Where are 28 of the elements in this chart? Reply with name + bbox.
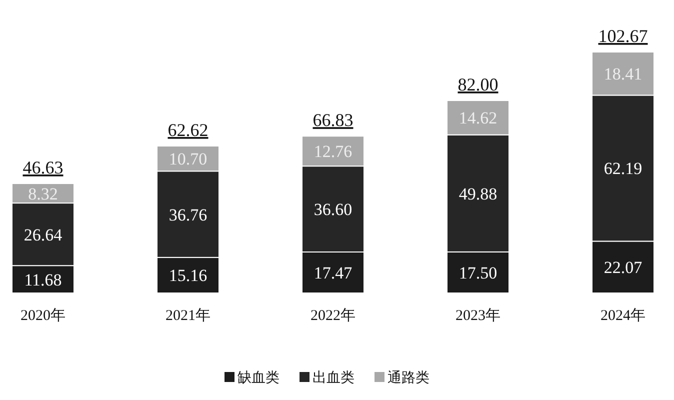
x-tick-label: 2021年 [166,307,210,324]
data-label: 17.50 [458,263,498,282]
data-label: 36.60 [314,200,352,220]
data-label: 17.47 [314,263,353,282]
data-label: 8.32 [28,184,58,204]
data-label: 14.62 [458,108,498,128]
total-label: 46.63 [22,158,64,178]
data-label: 36.76 [168,205,208,224]
data-label: 22.07 [604,258,643,278]
legend-label: 出血类 [312,370,354,386]
data-label: 26.64 [24,225,63,244]
legend-label: 缺血类 [238,370,280,386]
x-tick-label: 2020年 [20,307,66,324]
data-label: 15.16 [168,266,208,286]
data-label: 62.19 [604,159,642,178]
total-label: 82.00 [458,74,498,95]
x-tick-label: 2022年 [310,307,356,324]
x-tick-label: 2023年 [456,307,500,324]
legend-label: 通路类 [388,370,430,386]
data-label: 10.70 [168,150,208,169]
total-label: 66.83 [312,110,354,130]
data-label: 18.41 [604,64,642,84]
data-label: 11.68 [24,270,62,290]
x-tick-label: 2024年 [600,307,646,324]
data-label: 12.76 [314,142,352,162]
data-label: 49.88 [458,184,498,204]
total-label: 62.62 [168,120,208,140]
total-label: 102.67 [598,26,648,46]
